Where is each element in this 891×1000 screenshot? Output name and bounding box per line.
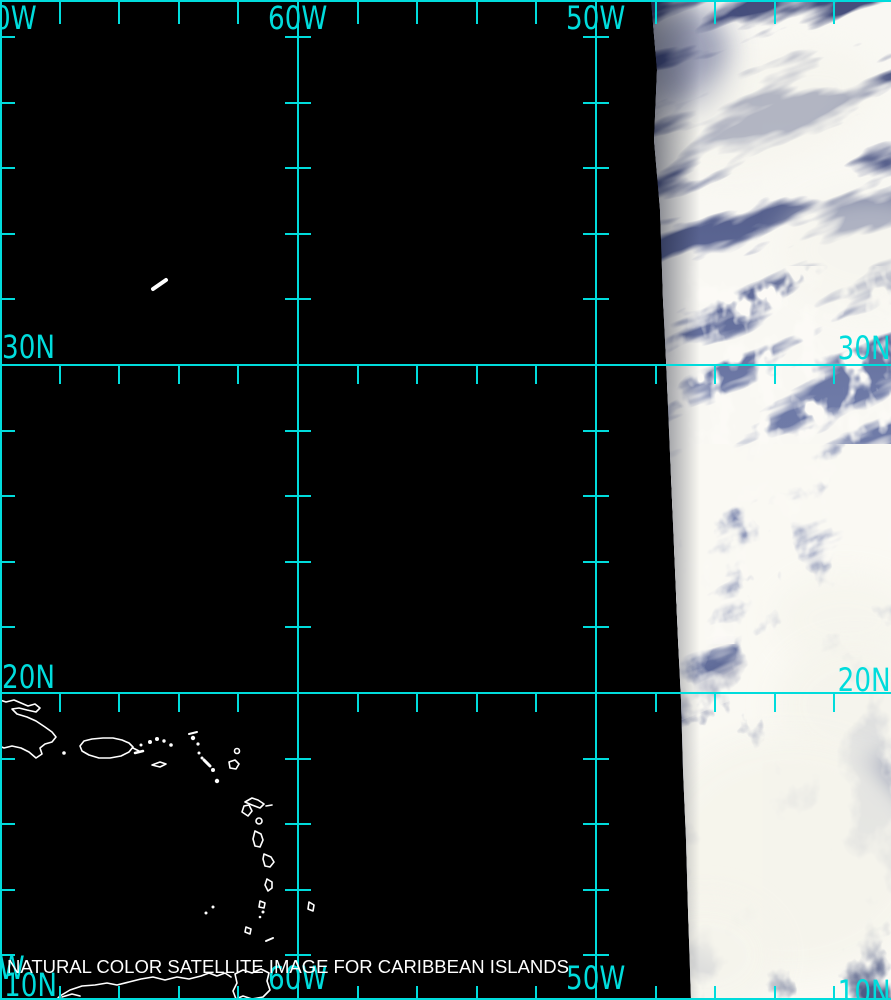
ticks-20n-line: [59, 693, 835, 712]
st-eustatius-island: [200, 756, 204, 760]
lon-label-50w-bottom: 50W: [566, 959, 626, 997]
st-lucia-island: [264, 878, 273, 892]
venezuela-coast-detail: [61, 993, 81, 998]
bright-cloud: [775, 575, 891, 665]
desirade-island: [265, 804, 273, 807]
lon-label-70w-bottom: 0W: [0, 949, 25, 987]
ticks-30n-line: [59, 365, 835, 384]
bright-cloud: [664, 46, 876, 174]
puerto-rico-coast: [79, 737, 134, 759]
lon-label-60w-top: 60W: [268, 0, 328, 37]
st-barth-island: [196, 742, 200, 746]
ticks-60w-line: [285, 36, 311, 956]
st-vincent-island: [258, 900, 266, 909]
caption-title: NATURAL COLOR SATELLITE IMAGE FOR CARIBB…: [7, 956, 569, 977]
lat-label-10n-bottom-left: 10N: [4, 966, 58, 1000]
ticks-left-edge: [0, 36, 15, 956]
nevis-island: [211, 768, 215, 772]
ticks-top-edge: [59, 0, 835, 24]
lat-label-10n-bottom-right: 10N: [837, 973, 891, 1000]
trinidad-coast: [232, 968, 271, 1000]
anguilla-island: [188, 731, 198, 735]
tortola-island: [155, 737, 159, 741]
satellite-imagery: [651, 0, 891, 1000]
montserrat-island: [214, 778, 220, 784]
st-thomas-island: [148, 740, 152, 744]
venezuela-coast: [54, 972, 232, 1000]
guadeloupe-grande-terre: [244, 797, 265, 809]
grenadines-island: [258, 915, 262, 919]
st-kitts-island: [202, 758, 212, 768]
st-croix-island: [151, 761, 167, 768]
lon-label-70w-top: 0W: [0, 0, 37, 37]
barbuda-island: [233, 747, 241, 755]
lon-label-50w-top: 50W: [566, 0, 626, 37]
culebra-island: [139, 743, 143, 747]
virgin-gorda-island: [162, 739, 166, 743]
caption-block: NATURAL COLOR SATELLITE IMAGE FOR CARIBB…: [7, 914, 569, 1000]
grenadines-island: [204, 911, 208, 915]
grenada-island: [244, 926, 252, 935]
lat-label-20n-left: 20N: [2, 658, 56, 696]
bermuda-island: [151, 278, 168, 291]
vieques-island: [133, 749, 145, 755]
lat-label-30n-right: 30N: [837, 329, 891, 367]
coastlines-layer: [0, 278, 315, 1000]
grenadines-island: [261, 910, 265, 914]
antigua-island: [228, 759, 240, 770]
limb-shading: [651, 0, 700, 1000]
guadeloupe-basse-terre: [241, 804, 253, 817]
saba-island: [197, 751, 201, 755]
st-john-island: [169, 743, 173, 747]
puerto-rico-east-tail: [132, 747, 140, 752]
marie-galante-island: [255, 817, 263, 825]
barbados-island: [307, 901, 315, 912]
bright-cloud: [780, 190, 891, 310]
martinique-island: [262, 853, 275, 868]
grenadines-island: [211, 905, 215, 909]
dominica-island: [252, 830, 264, 848]
ticks-bottom-edge: [59, 986, 835, 1000]
hispaniola-coast: [0, 699, 57, 759]
tobago-island: [265, 937, 274, 942]
mona-island: [62, 751, 66, 755]
small-islands-layer: [62, 735, 265, 919]
ticks-50w-line: [583, 36, 609, 956]
lat-label-30n-left: 30N: [2, 328, 56, 366]
st-martin-island: [190, 735, 196, 741]
lat-label-20n-right: 20N: [837, 661, 891, 699]
lon-label-60w-bottom: 60W: [268, 959, 328, 997]
